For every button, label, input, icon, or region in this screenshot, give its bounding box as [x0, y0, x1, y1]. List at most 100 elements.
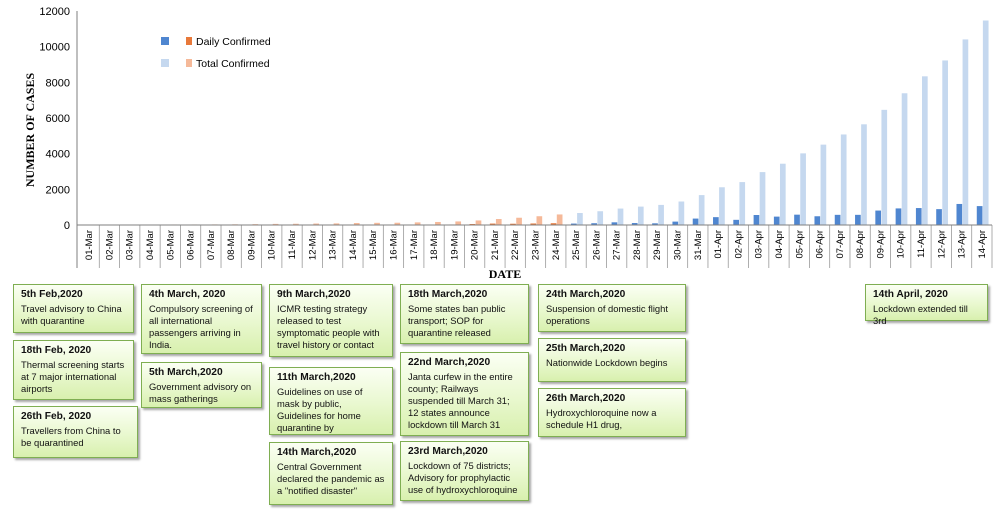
- annotation-date: 24th March,2020: [546, 289, 626, 300]
- bar-total-confirmed: [658, 204, 664, 225]
- x-tick-label: 02-Apr: [733, 230, 744, 259]
- annotation-date: 26th March,2020: [546, 393, 626, 404]
- x-tick-label: 30-Mar: [673, 230, 684, 260]
- x-tick-label: 13-Apr: [957, 230, 968, 259]
- bar-total-confirmed: [516, 217, 522, 225]
- annotation-card: 14th April, 2020 Lockdown extended till …: [865, 284, 988, 326]
- annotation-date: 11th March,2020: [277, 372, 356, 383]
- bar-total-confirmed: [678, 201, 685, 225]
- x-tick-label: 05-Mar: [165, 230, 176, 260]
- annotation-date: 9th March,2020: [277, 289, 351, 300]
- annotation-text: Guidelines on use of mask by public, Gui…: [277, 386, 363, 433]
- x-tick-label: 15-Mar: [368, 230, 379, 260]
- x-tick-label: 07-Apr: [835, 230, 846, 259]
- y-axis-label: NUMBER OF CASES: [23, 73, 37, 188]
- annotation-text: Some states ban public transport; SOP fo…: [408, 303, 506, 338]
- y-tick-label: 10000: [39, 42, 70, 54]
- annotation-date: 5th Feb,2020: [21, 289, 83, 300]
- bar-total-confirmed: [962, 39, 969, 225]
- legend-label-daily-confirmed: Daily Confirmed: [196, 36, 271, 48]
- y-tick-label: 4000: [46, 149, 70, 161]
- x-tick-label: 29-Mar: [652, 230, 663, 260]
- bar-total-confirmed: [435, 221, 441, 225]
- bar-total-confirmed: [982, 20, 989, 226]
- y-tick-label: 8000: [46, 77, 70, 89]
- x-tick-label: 05-Apr: [794, 230, 805, 259]
- bar-total-confirmed: [779, 163, 786, 225]
- x-tick-label: 10-Mar: [267, 230, 278, 260]
- x-tick-label: 20-Mar: [470, 230, 481, 260]
- x-tick-label: 17-Mar: [409, 230, 420, 260]
- annotation-text: Thermal screening starts at 7 major inte…: [21, 359, 125, 394]
- bar-daily-confirmed: [773, 216, 780, 225]
- bar-total-confirmed: [414, 222, 421, 225]
- bar-total-confirmed: [637, 206, 644, 225]
- annotation-text: Compulsory screening of all internationa…: [149, 303, 253, 350]
- x-tick-label: 01-Mar: [84, 230, 95, 260]
- annotation-text: Hydroxychloroquine now a schedule H1 dru…: [546, 407, 657, 430]
- x-tick-label: 07-Mar: [206, 230, 217, 260]
- bar-total-confirmed: [556, 214, 563, 225]
- bar-total-confirmed: [861, 124, 867, 225]
- bar-daily-confirmed: [895, 208, 902, 225]
- x-tick-label: 09-Apr: [875, 230, 886, 259]
- annotation-date: 5th March,2020: [149, 367, 223, 378]
- legend-swatch-total-orange: [186, 59, 192, 67]
- x-tick-label: 12-Apr: [936, 230, 947, 259]
- annotation-text: Nationwide Lockdown begins: [546, 357, 668, 368]
- annotation-card: 23rd March,2020 Lockdown of 75 districts…: [400, 441, 529, 501]
- bar-daily-confirmed: [855, 214, 861, 225]
- x-tick-label: 06-Mar: [186, 230, 197, 260]
- bar-total-confirmed: [698, 195, 705, 225]
- annotation-date: 25th March,2020: [546, 343, 626, 354]
- x-axis-label: DATE: [489, 267, 521, 281]
- bar-daily-confirmed: [875, 210, 882, 226]
- annotation-card: 26th Feb, 2020 Travellers from China to …: [13, 406, 138, 458]
- bar-total-confirmed: [272, 223, 279, 225]
- bar-daily-confirmed: [976, 206, 983, 225]
- bar-total-confirmed: [353, 223, 360, 225]
- bar-daily-confirmed: [611, 222, 618, 225]
- annotation-text: Travellers from China to be quarantined: [21, 425, 121, 448]
- annotation-date: 26th Feb, 2020: [21, 411, 92, 422]
- bar-daily-confirmed: [530, 223, 537, 225]
- bar-total-confirmed: [577, 213, 583, 225]
- bar-daily-confirmed: [713, 217, 719, 225]
- bar-daily-confirmed: [571, 223, 577, 225]
- annotation-date: 4th March, 2020: [149, 289, 226, 300]
- y-tick-label: 12000: [39, 6, 70, 18]
- bar-total-confirmed: [374, 222, 380, 225]
- annotation-date: 18th March,2020: [408, 289, 488, 300]
- annotation-card: 24th March,2020 Suspension of domestic f…: [538, 284, 686, 332]
- x-tick-label: 04-Mar: [145, 230, 156, 260]
- annotation-card: 26th March,2020 Hydroxychloroquine now a…: [538, 388, 686, 437]
- bar-daily-confirmed: [489, 223, 496, 225]
- bar-daily-confirmed: [591, 223, 597, 225]
- annotation-text: Government advisory on mass gatherings: [149, 381, 252, 404]
- bar-total-confirmed: [293, 223, 299, 225]
- x-tick-label: 11-Mar: [287, 230, 298, 259]
- annotation-text: Janta curfew in the entire county; Railw…: [408, 371, 513, 430]
- annotation-date: 18th Feb, 2020: [21, 345, 92, 356]
- bar-daily-confirmed: [794, 214, 800, 225]
- bar-daily-confirmed: [936, 209, 942, 225]
- bar-daily-confirmed: [550, 223, 557, 225]
- x-tick-label: 14-Apr: [977, 230, 988, 259]
- x-tick-label: 28-Mar: [632, 230, 643, 260]
- bar-daily-confirmed: [956, 203, 963, 225]
- annotation-card: 5th March,2020 Government advisory on ma…: [141, 362, 262, 408]
- annotation-card: 4th March, 2020 Compulsory screening of …: [141, 284, 262, 354]
- x-tick-label: 11-Apr: [916, 230, 927, 258]
- x-tick-label: 16-Mar: [388, 230, 399, 260]
- x-tick-label: 13-Mar: [328, 230, 339, 260]
- bar-total-confirmed: [617, 208, 624, 225]
- legend-label-total-confirmed: Total Confirmed: [196, 58, 270, 70]
- bar-total-confirmed: [475, 220, 482, 225]
- x-tick-label: 14-Mar: [348, 230, 359, 260]
- bar-daily-confirmed: [672, 221, 679, 225]
- annotation-date: 14th April, 2020: [873, 289, 948, 300]
- bar-total-confirmed: [759, 172, 766, 225]
- x-tick-label: 04-Apr: [774, 230, 785, 259]
- annotation-card: 5th Feb,2020 Travel advisory to China wi…: [13, 284, 134, 333]
- x-tick-label: 08-Mar: [226, 230, 237, 260]
